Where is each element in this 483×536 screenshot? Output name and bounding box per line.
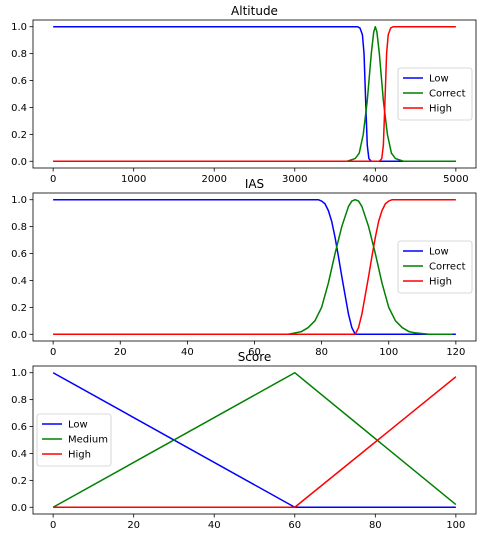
y-tick-label: 0.8 [11, 222, 27, 233]
x-tick-label: 4000 [363, 174, 388, 185]
y-tick-label: 0.2 [11, 476, 27, 487]
x-tick-label: 60 [248, 347, 261, 358]
x-tick-label: 20 [127, 520, 140, 531]
y-tick-label: 0.0 [11, 157, 27, 168]
x-tick-label: 0 [50, 174, 56, 185]
series-line-correct [53, 198, 453, 336]
x-tick-label: 0 [50, 520, 56, 531]
y-tick-label: 1.0 [11, 195, 27, 206]
x-tick-label: 80 [369, 520, 382, 531]
legend-label-high: High [429, 104, 452, 115]
series-line-medium [52, 371, 457, 508]
x-tick-label: 3000 [282, 174, 307, 185]
y-tick-label: 0.4 [11, 449, 27, 460]
x-tick-label: 0 [50, 347, 56, 358]
y-tick-label: 0.6 [11, 422, 27, 433]
x-tick-label: 40 [208, 520, 221, 531]
series-line-high [53, 25, 456, 163]
legend-label-correct: Correct [429, 89, 466, 100]
legend: Low Correct High [397, 67, 473, 121]
series-group [53, 198, 456, 336]
legend: Low Medium High [36, 413, 112, 467]
legend-label-high: High [429, 277, 452, 288]
y-tick-label: 0.4 [11, 103, 27, 114]
y-tick-label: 0.2 [11, 130, 27, 141]
legend-box [397, 67, 473, 121]
x-tick-label: 60 [288, 520, 301, 531]
x-tick-label: 100 [446, 520, 465, 531]
chart-score: Score 0 20 40 60 80 100 0.0 0.2 0.4 0.6 0.8 1.0 Low Me… [11, 350, 477, 531]
series-line-low [52, 372, 456, 509]
series-line-correct [53, 25, 456, 163]
legend-label-low: Low [429, 74, 449, 85]
x-tick-label: 100 [379, 347, 398, 358]
legend-box [397, 240, 473, 294]
chart-title: Altitude [231, 4, 278, 18]
y-tick-label: 1.0 [11, 368, 27, 379]
series-group [53, 25, 456, 163]
x-tick-label: 2000 [202, 174, 227, 185]
x-tick-label: 1000 [121, 174, 146, 185]
legend-box [36, 413, 112, 467]
y-tick-label: 0.6 [11, 76, 27, 87]
y-tick-label: 0.6 [11, 249, 27, 260]
x-tick-label: 120 [446, 347, 465, 358]
series-line-low [53, 198, 456, 336]
series-line-low [53, 25, 456, 163]
chart-title: Score [238, 350, 272, 364]
legend: Low Correct High [397, 240, 473, 294]
y-tick-label: 0.8 [11, 49, 27, 60]
axes-frame [32, 19, 477, 169]
x-tick-label: 5000 [443, 174, 468, 185]
x-tick-label: 80 [315, 347, 328, 358]
y-tick-label: 0.2 [11, 303, 27, 314]
legend-label-correct: Correct [429, 262, 466, 273]
x-tick-label: 20 [114, 347, 127, 358]
x-tick-label: 40 [181, 347, 194, 358]
y-tick-label: 1.0 [11, 22, 27, 33]
chart-altitude: Altitude 0 1000 2000 3000 4000 5000 0.0 0.2 0.4 0.… [11, 4, 477, 185]
legend-label-high: High [68, 450, 91, 461]
series-line-high [53, 376, 457, 509]
chart-title: IAS [245, 177, 264, 191]
legend-label-low: Low [429, 247, 449, 258]
axes-frame [32, 365, 477, 515]
y-tick-label: 0.0 [11, 503, 27, 514]
series-group [52, 371, 457, 509]
legend-label-low: Low [68, 420, 88, 431]
series-line-high [53, 198, 456, 336]
y-tick-label: 0.4 [11, 276, 27, 287]
y-tick-label: 0.8 [11, 395, 27, 406]
legend-label-medium: Medium [68, 435, 108, 446]
chart-ias: IAS 0 20 40 60 80 100 120 0.0 0.2 0.4 0.6 0.8 1.0 Low C… [11, 177, 477, 358]
y-tick-label: 0.0 [11, 330, 27, 341]
